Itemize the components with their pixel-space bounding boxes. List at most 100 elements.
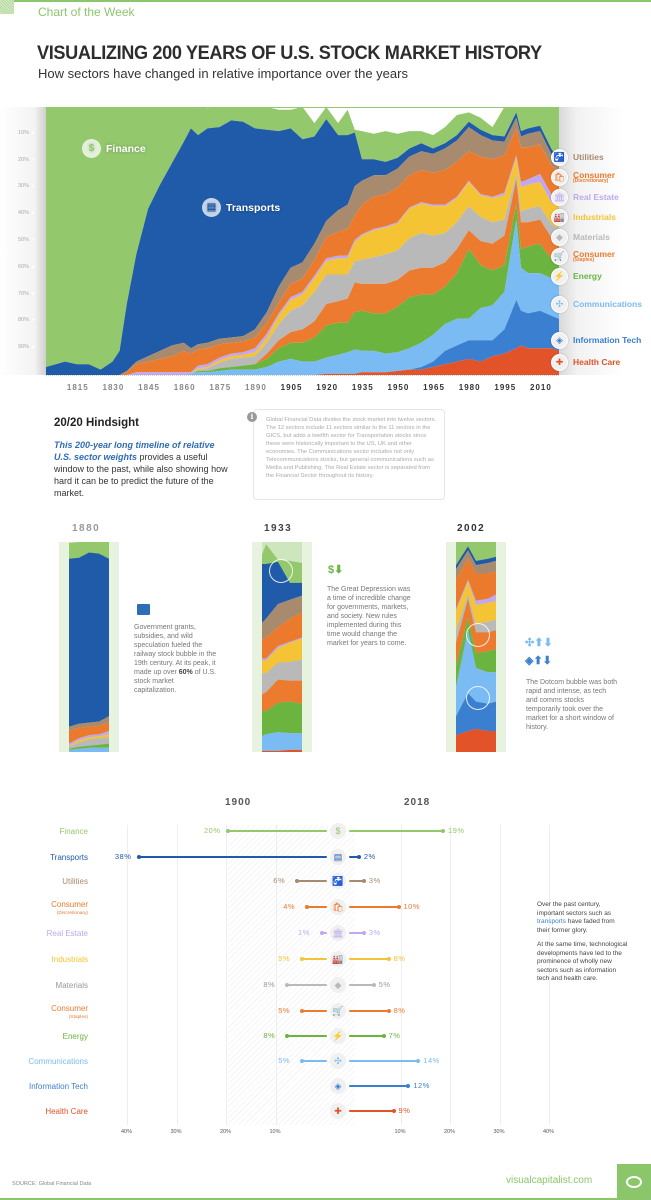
kicker: Chart of the Week <box>38 5 135 19</box>
communications-up-down-icon: ✣⬆⬇ <box>525 637 553 649</box>
footer-accent-bar <box>0 1198 651 1200</box>
cart-icon: 🛒 <box>551 248 568 265</box>
snapshot-series-communications <box>262 732 302 751</box>
cross-icon: ✚ <box>551 354 568 371</box>
snapshot-year-2002: 2002 <box>457 523 486 534</box>
legend-item: ◆ Materials <box>551 229 610 246</box>
x-tick-label: 1980 <box>458 383 481 392</box>
snapshot-series-utilities <box>262 595 302 640</box>
satellite-icon: ✣ <box>551 296 568 313</box>
value-1900: 20% <box>204 826 221 835</box>
y-tick-label: 10% <box>18 130 35 136</box>
comparison-gridline <box>400 825 402 1125</box>
comparison-row-label-text: Information Tech <box>29 1082 88 1091</box>
dot-2018 <box>416 1059 421 1063</box>
snapshot-series-health-care <box>262 749 302 752</box>
note1-a: Over the past century, important sectors… <box>537 901 612 917</box>
snapshot-text-1880-b: of U.S. stock market capitalization. <box>134 669 217 694</box>
comparison-row-label-text: Consumer <box>51 900 88 909</box>
x-tick-label: 1815 <box>66 383 89 392</box>
train-icon: ▤ <box>202 198 221 217</box>
comparison-row-label-text: Health Care <box>45 1107 88 1116</box>
legend-label: Consumer (Discretionary) <box>573 169 616 185</box>
diamond-icon: ◆ <box>551 229 568 246</box>
value-1900: 4% <box>283 902 296 911</box>
cross-icon: ✚ <box>330 1103 346 1119</box>
logo-icon <box>626 1176 642 1188</box>
area-chart-svg <box>46 107 559 376</box>
value-2018: 3% <box>368 928 381 937</box>
comparison-row-label-text: Energy <box>62 1032 88 1041</box>
bar-1900 <box>302 1060 327 1062</box>
legend-item: ◈ Information Tech <box>551 332 641 349</box>
comparison-row-label-text: Transports <box>50 853 88 862</box>
brand-link[interactable]: visualcapitalist.com <box>506 1175 593 1186</box>
legend-label: Communications <box>573 299 642 310</box>
bar-2018 <box>349 906 399 908</box>
money-bag-down-icon: $⬇ <box>328 564 344 576</box>
money-bag-icon: $ <box>330 823 346 839</box>
y-tick-label: 90% <box>18 344 35 350</box>
bar-1900 <box>297 880 327 882</box>
money-bag-icon: $ <box>82 139 101 158</box>
comparison-row-label: Energy <box>63 1032 88 1041</box>
comparison-year-right: 2018 <box>404 797 431 808</box>
energy-icon: ⚡ <box>551 268 568 285</box>
y-tick-label: 50% <box>18 237 35 243</box>
hindsight-body: This 200-year long timeline of relative … <box>54 439 234 499</box>
comparison-tick-label: 40% <box>121 1129 133 1135</box>
value-1900: 6% <box>273 876 286 885</box>
value-2018: 10% <box>403 902 421 911</box>
transports-label-text: Transports <box>226 201 281 214</box>
cart-icon: 🛒 <box>330 1003 346 1019</box>
x-tick-label: 1830 <box>102 383 125 392</box>
comparison-gridline <box>176 825 178 1125</box>
tech-up-down-icon: ◈⬆⬇ <box>525 655 552 667</box>
source-text: SOURCE: Global Financial Data <box>12 1181 92 1187</box>
legend-label: Industrials <box>573 212 616 223</box>
y-tick-label: 80% <box>18 317 35 323</box>
comparison-row-label-text: Communications <box>28 1057 88 1066</box>
bar-1900 <box>307 906 327 908</box>
dot-2018 <box>371 983 376 987</box>
snapshot-series-transports <box>456 546 496 570</box>
value-2018: 19% <box>448 826 465 835</box>
snapshot-text-1880: Government grants, subsidies, and wild s… <box>134 623 218 695</box>
bar-2018 <box>349 880 364 882</box>
x-tick-label: 1920 <box>316 383 339 392</box>
comparison-row-label: Information Tech <box>29 1082 88 1091</box>
dot-1900 <box>305 905 310 909</box>
bar-1900 <box>302 958 327 960</box>
corner-decoration <box>0 0 14 14</box>
snapshot-series-industrials <box>262 638 302 674</box>
shopping-bag-icon: 🛍 <box>330 899 346 915</box>
comparison-row-label: Real Estate <box>47 929 88 938</box>
snapshot-text-1880-a: Government grants, subsidies, and wild s… <box>134 624 217 676</box>
dot-1900 <box>226 829 230 833</box>
legend-label: Consumer (Staples) <box>573 248 616 264</box>
comparison-gridline <box>499 825 501 1125</box>
snapshot-side-fade <box>252 542 262 752</box>
snapshot-series-communications <box>69 747 109 752</box>
bar-2018 <box>349 932 364 934</box>
snapshot-series-materials <box>262 659 302 695</box>
bar-2018 <box>349 830 444 832</box>
value-2018: 14% <box>423 1056 440 1065</box>
hindsight-title: 20/20 Hindsight <box>54 417 139 429</box>
dot-1900 <box>285 1034 290 1038</box>
chip-icon: ◈ <box>551 332 568 349</box>
comparison-year-left: 1900 <box>225 797 252 808</box>
x-tick-label: 1935 <box>351 383 374 392</box>
building-icon: 🏛 <box>330 925 346 941</box>
value-2018: 7% <box>388 1031 401 1040</box>
bar-2018 <box>349 1060 419 1062</box>
x-tick-label: 1845 <box>138 383 160 392</box>
legend-label: Materials <box>573 232 610 243</box>
snapshot-year-1933: 1933 <box>264 523 293 534</box>
dot-1900 <box>300 957 305 961</box>
area-series-consumer-discretionary <box>46 128 559 375</box>
legend-label: Health Care <box>573 357 621 368</box>
legend-label: Utilities <box>573 152 604 163</box>
comparison-tick-label: 30% <box>170 1129 182 1135</box>
snapshot-side-fade <box>446 542 456 752</box>
